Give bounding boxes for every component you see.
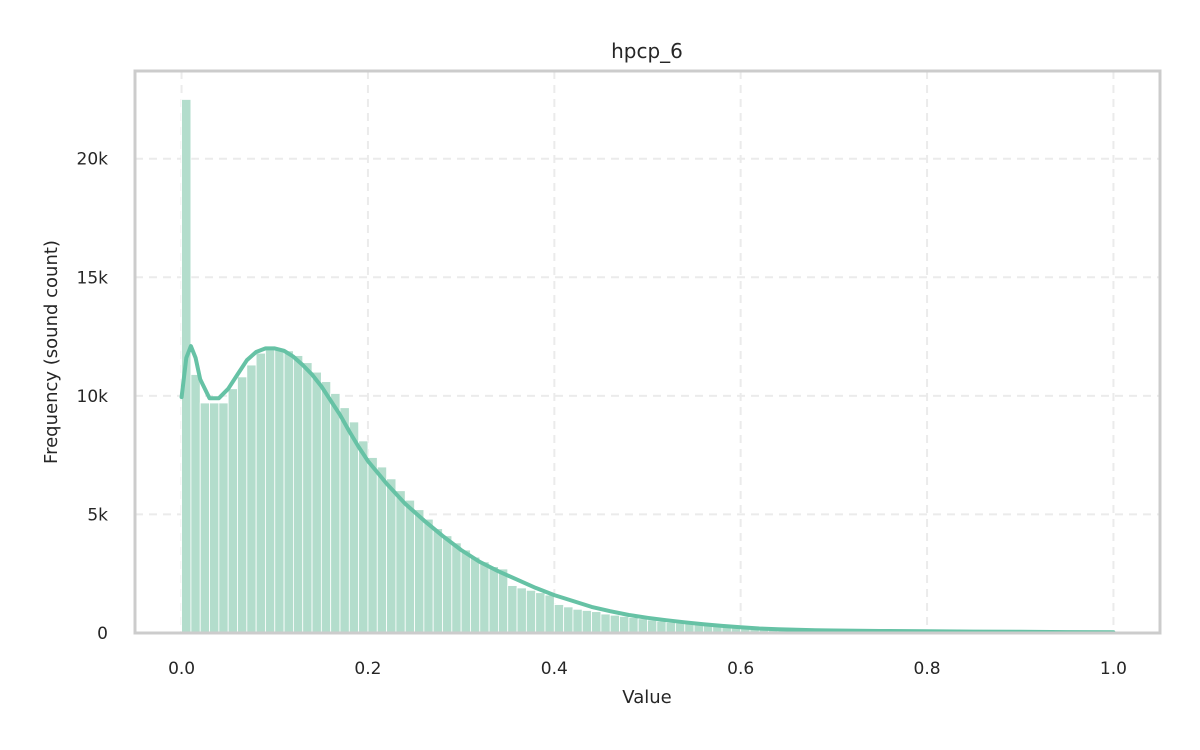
histogram-bar: [535, 592, 546, 634]
plot-frame: [133, 69, 1162, 635]
x-tick-label: 1.0: [1100, 659, 1127, 679]
histogram-bar: [609, 614, 620, 634]
x-axis-label: Value: [622, 687, 671, 708]
histogram-bar: [553, 604, 565, 634]
histogram-bar: [581, 610, 592, 634]
histogram-bar: [665, 621, 676, 634]
histogram-bar: [339, 407, 350, 634]
histogram-bar: [199, 402, 210, 634]
histogram-bar: [432, 528, 443, 634]
histogram-bar: [311, 371, 322, 634]
histogram-bar: [348, 421, 360, 634]
histogram-bar: [358, 440, 369, 634]
histogram-bar: [442, 535, 453, 634]
histogram-bar: [237, 376, 248, 634]
x-tick-label: 0.4: [541, 659, 568, 679]
x-axis-ticks: 0.0 0.2 0.4 0.6 0.8 1.0: [168, 659, 1127, 679]
histogram-bar: [218, 402, 229, 634]
histogram-bar: [302, 362, 313, 634]
histogram-bar: [255, 352, 266, 634]
histogram-bar: [479, 561, 490, 634]
histogram-bar: [656, 620, 667, 634]
histogram-bar: [404, 499, 415, 634]
histogram-bar: [637, 618, 648, 634]
chart-title: hpcp_6: [611, 39, 683, 63]
histogram-bar: [190, 374, 201, 634]
histogram-bar: [600, 613, 611, 634]
histogram-bar: [544, 594, 555, 634]
histogram-bar: [386, 478, 397, 634]
histogram-bar: [414, 509, 425, 634]
histogram-bar: [246, 364, 257, 634]
histogram-bar: [227, 388, 238, 634]
kde-curve: [179, 344, 1116, 635]
histogram-bar: [376, 466, 387, 634]
histogram-bar: [591, 611, 602, 634]
histogram-bar: [265, 348, 276, 634]
y-tick-label: 5k: [87, 505, 108, 525]
histogram-bar: [330, 393, 341, 634]
histogram-bar: [209, 402, 220, 634]
histogram-bar: [488, 566, 499, 634]
histogram-bar: [367, 457, 378, 634]
histogram-bar: [320, 381, 332, 634]
histogram-bar: [283, 350, 294, 634]
histogram-bar: [274, 348, 285, 634]
histogram-bar: [572, 608, 583, 634]
histogram-bar: [507, 585, 518, 634]
histogram-bar: [395, 490, 406, 634]
histogram-bar: [470, 556, 481, 634]
histogram-bar: [293, 355, 304, 634]
histogram-bar: [563, 606, 574, 634]
histogram-bar: [628, 617, 639, 634]
histogram-bars: [181, 99, 1114, 634]
histogram-bar: [451, 542, 462, 634]
histogram-bar: [647, 619, 658, 634]
y-axis-label: Frequency (sound count): [41, 240, 62, 464]
histogram-bar: [498, 568, 509, 634]
histogram-bar: [423, 518, 434, 634]
x-tick-label: 0.8: [914, 659, 941, 679]
x-tick-label: 0.2: [354, 659, 381, 679]
y-tick-label: 20k: [77, 150, 109, 170]
histogram-bar: [460, 549, 471, 634]
y-axis-ticks: 0 5k 10k 15k 20k: [77, 150, 109, 644]
y-tick-label: 0: [97, 624, 108, 644]
histogram-bar: [516, 587, 527, 634]
x-tick-label: 0.6: [727, 659, 754, 679]
y-tick-label: 15k: [77, 268, 109, 288]
x-tick-label: 0.0: [168, 659, 195, 679]
histogram-bar: [619, 616, 630, 634]
histogram-bar: [525, 589, 537, 634]
y-tick-label: 10k: [77, 387, 109, 407]
